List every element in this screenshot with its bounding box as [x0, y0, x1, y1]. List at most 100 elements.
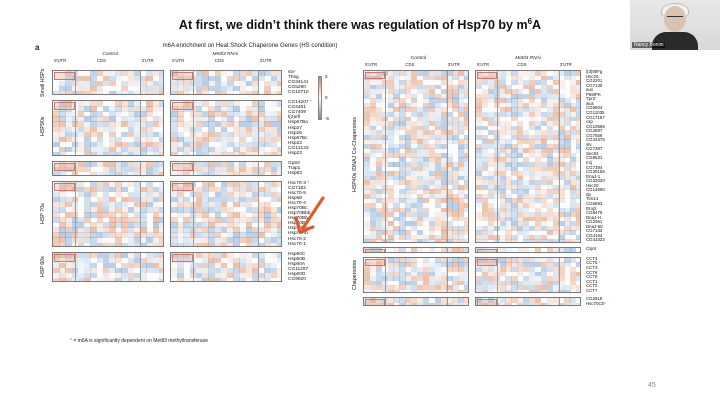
heatmap-cell: [570, 84, 577, 90]
heatmap-cell: [245, 262, 253, 269]
heatmap-cell: [505, 175, 512, 181]
heatmap-cell: [220, 192, 228, 198]
heatmap-cell: [152, 141, 160, 147]
heatmap-cell: [77, 277, 85, 281]
heatmap-cell: [564, 298, 571, 304]
heatmap-cell: [227, 252, 234, 258]
heatmap-cell: [387, 234, 394, 240]
heatmap-cell: [214, 277, 222, 281]
heatmap-cell: [53, 257, 60, 263]
heatmap-cell: [233, 71, 240, 77]
heatmap-cell: [195, 212, 203, 218]
heatmap-cell: [440, 111, 447, 117]
heatmap-cell: [202, 81, 209, 87]
heatmap-cell: [564, 262, 571, 268]
heatmap-cell: [214, 232, 222, 238]
heatmap-cell: [446, 152, 453, 158]
heatmap-cell: [177, 267, 184, 274]
heatmap-cell: [177, 161, 184, 168]
webcam-video-tile[interactable]: Nancy Bonini: [630, 0, 720, 50]
heatmap-cell: [133, 272, 141, 279]
heatmap-cell: [552, 130, 559, 135]
heatmap-cell: [140, 106, 147, 112]
heatmap-cell: [493, 266, 500, 272]
heatmap-cell: [499, 71, 506, 76]
heatmap-cell: [127, 91, 135, 95]
heatmap-cell: [446, 93, 453, 99]
heatmap-cell: [534, 193, 542, 199]
heatmap-cell: [158, 171, 163, 175]
heatmap-cell: [487, 80, 494, 85]
heatmap-cell: [140, 212, 147, 218]
heatmap-cell: [375, 116, 382, 122]
heatmap-cell: [121, 227, 128, 233]
heatmap-cell: [552, 193, 559, 199]
heatmap-cell: [440, 175, 447, 181]
heatmap-cell: [233, 242, 240, 246]
heatmap-cell: [183, 91, 190, 95]
heatmap-cell: [158, 81, 163, 87]
heatmap-cell: [428, 84, 435, 90]
heatmap-cell: [440, 221, 447, 226]
heatmap-cell: [546, 225, 553, 231]
heatmap-cell: [540, 234, 547, 240]
heatmap-cell: [364, 239, 371, 242]
heatmap-cell: [364, 202, 371, 208]
heatmap-cell: [464, 166, 468, 172]
heatmap-cell: [183, 217, 190, 223]
highlight-box: [54, 72, 76, 81]
heatmap-cell: [202, 262, 209, 269]
heatmap-cell: [233, 181, 240, 188]
heatmap-cell: [464, 93, 468, 99]
region-separator: [446, 247, 448, 252]
heatmap-cell: [276, 181, 281, 188]
heatmap-cell: [422, 234, 430, 240]
heatmap-cell: [109, 277, 116, 281]
heatmap-cell: [387, 266, 394, 272]
heatmap-cell: [96, 86, 104, 92]
heatmap-cell: [464, 171, 468, 176]
heatmap-cell: [446, 276, 453, 281]
heatmap-cell: [428, 166, 435, 172]
heatmap-cell: [195, 272, 203, 279]
heatmap-cell: [369, 107, 377, 113]
heatmap-cell: [258, 212, 265, 218]
heatmap-cell: [464, 121, 468, 126]
heatmap-cell: [440, 152, 447, 158]
heatmap-cell: [393, 93, 400, 99]
heatmap-cell: [422, 280, 430, 286]
gene-label: CG14207 *: [288, 100, 312, 106]
heatmap-cell: [428, 162, 435, 167]
heatmap-cell: [434, 98, 441, 104]
heatmap-cell: [476, 212, 483, 217]
heatmap-cell: [369, 111, 377, 117]
heatmap-cell: [476, 162, 483, 167]
region-separator: [385, 298, 387, 306]
heatmap-cell: [452, 257, 459, 263]
heatmap-cell: [558, 125, 565, 131]
heatmap-cell: [71, 212, 79, 218]
heatmap-cell: [146, 146, 153, 153]
heatmap-cell: [452, 212, 459, 217]
heatmap-cell: [446, 207, 453, 213]
heatmap-cell: [540, 171, 547, 176]
red-arrow-icon: [294, 196, 325, 234]
heatmap-cell: [411, 166, 418, 172]
heatmap-cell: [381, 125, 388, 131]
heatmap-cell: [417, 116, 424, 122]
heatmap-cell: [245, 186, 253, 193]
heatmap-cell: [558, 121, 565, 126]
heatmap-cell: [84, 136, 91, 142]
heatmap-cell: [440, 116, 447, 122]
heatmap-cell: [239, 126, 246, 132]
heatmap-cell: [102, 242, 110, 246]
heatmap-cell: [109, 151, 116, 155]
heatmap-cell: [152, 217, 160, 223]
heatmap-cell: [570, 257, 577, 263]
heatmap-cell: [464, 280, 468, 286]
heatmap-cell: [208, 257, 215, 263]
heatmap-cell: [121, 267, 128, 274]
heatmap-cell: [264, 91, 271, 95]
heatmap-cell: [146, 237, 153, 243]
heatmap-cell: [499, 139, 506, 145]
